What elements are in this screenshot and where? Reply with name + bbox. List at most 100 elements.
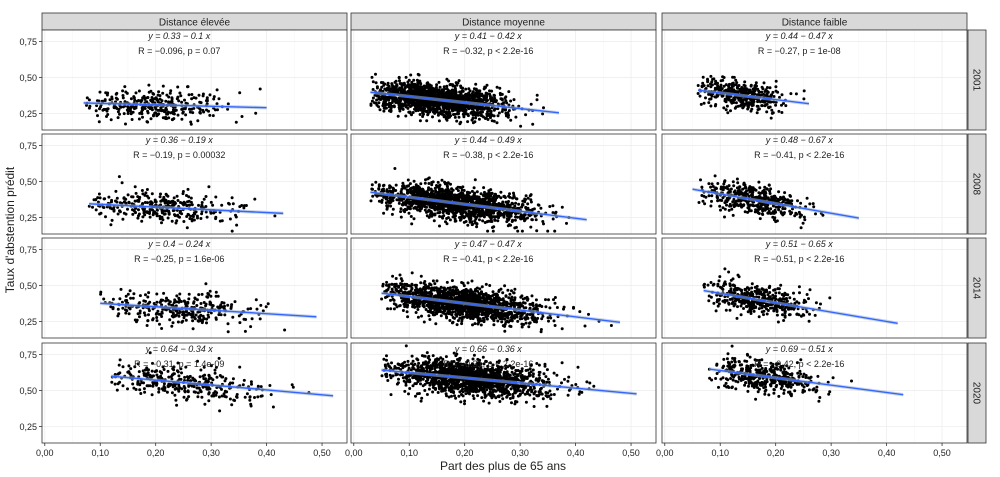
data-point: [473, 106, 477, 109]
data-point: [803, 218, 807, 222]
data-point: [121, 105, 125, 109]
data-point: [506, 218, 510, 222]
data-point: [175, 294, 179, 298]
data-point: [488, 114, 492, 118]
data-point: [440, 215, 444, 219]
data-point: [154, 111, 157, 115]
data-point: [430, 181, 434, 184]
data-point: [216, 108, 219, 112]
data-point: [765, 110, 769, 114]
data-point: [158, 195, 162, 199]
data-point: [401, 203, 405, 207]
data-point: [811, 202, 815, 206]
data-point: [136, 199, 140, 203]
data-point: [142, 211, 146, 215]
data-point: [473, 178, 477, 182]
data-point: [208, 113, 212, 117]
data-point: [417, 204, 420, 208]
data-point: [391, 97, 395, 101]
data-point: [109, 118, 113, 122]
data-point: [460, 197, 464, 201]
data-point: [512, 98, 516, 102]
data-point: [764, 194, 768, 198]
data-point: [182, 203, 186, 207]
data-point: [733, 106, 737, 110]
data-point: [516, 229, 520, 233]
data-point: [427, 182, 431, 185]
data-point: [141, 115, 144, 119]
data-point: [445, 87, 449, 91]
data-point: [802, 97, 806, 101]
data-point: [399, 107, 403, 110]
data-point: [704, 195, 708, 199]
data-point: [777, 109, 781, 113]
data-point: [412, 78, 416, 82]
data-point: [530, 218, 534, 222]
data-point: [161, 91, 165, 95]
data-point: [411, 111, 415, 114]
data-point: [490, 89, 494, 93]
data-point: [470, 110, 474, 114]
data-point: [534, 218, 538, 222]
data-point: [475, 222, 479, 226]
data-point: [793, 214, 797, 218]
data-point: [138, 195, 142, 199]
data-point: [205, 295, 209, 299]
data-point: [115, 91, 119, 95]
data-point: [119, 287, 123, 291]
data-point: [453, 95, 457, 99]
data-point: [723, 215, 726, 219]
data-point: [134, 211, 137, 215]
data-point: [768, 192, 772, 195]
data-point: [717, 88, 721, 91]
x-tick-label: 0,50: [622, 448, 640, 458]
data-point: [455, 107, 459, 111]
data-point: [727, 82, 731, 86]
data-point: [264, 305, 268, 309]
data-point: [182, 107, 186, 111]
data-point: [408, 110, 412, 114]
data-point: [741, 192, 745, 196]
data-point: [122, 112, 126, 116]
data-point: [533, 214, 537, 218]
data-point: [713, 174, 717, 178]
data-point: [131, 296, 135, 300]
data-point: [105, 115, 108, 118]
data-point: [461, 105, 465, 109]
data-point: [440, 88, 444, 92]
data-point: [565, 221, 568, 225]
data-point: [748, 185, 752, 189]
data-point: [454, 210, 458, 214]
data-point: [193, 296, 197, 300]
data-point: [461, 214, 464, 218]
data-point: [462, 112, 466, 116]
data-point: [455, 83, 459, 87]
data-point: [715, 94, 719, 98]
data-point: [709, 104, 713, 108]
data-point: [187, 199, 191, 203]
data-point: [477, 200, 481, 204]
data-point: [403, 86, 407, 90]
data-point: [394, 88, 397, 92]
data-point: [783, 197, 787, 201]
data-point: [415, 189, 419, 193]
data-point: [196, 119, 200, 123]
data-point: [496, 214, 500, 218]
data-point: [504, 108, 508, 112]
data-point: [741, 87, 745, 90]
data-point: [240, 204, 244, 207]
y-tick-label: 0,50: [19, 386, 37, 396]
data-point: [399, 207, 403, 211]
data-point: [783, 191, 787, 195]
data-point: [425, 101, 429, 105]
data-point: [111, 297, 115, 301]
data-point: [419, 85, 423, 89]
data-point: [434, 190, 438, 194]
column-strip-label: Distance moyenne: [462, 18, 545, 29]
data-point: [774, 103, 778, 107]
data-point: [98, 90, 102, 94]
data-point: [746, 107, 750, 111]
data-point: [133, 98, 137, 102]
data-point: [492, 194, 496, 198]
data-point: [155, 300, 159, 304]
